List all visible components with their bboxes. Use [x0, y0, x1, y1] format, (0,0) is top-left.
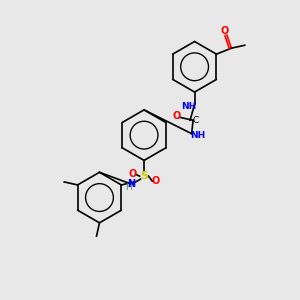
Text: N: N	[128, 179, 136, 189]
Text: NH: NH	[190, 130, 206, 140]
Text: O: O	[129, 169, 137, 179]
Text: O: O	[151, 176, 160, 186]
Text: H: H	[124, 183, 131, 192]
Text: O: O	[220, 26, 229, 36]
Text: O: O	[172, 111, 180, 121]
Text: S: S	[140, 171, 148, 181]
Text: NH: NH	[182, 102, 197, 111]
Text: C: C	[192, 116, 199, 125]
